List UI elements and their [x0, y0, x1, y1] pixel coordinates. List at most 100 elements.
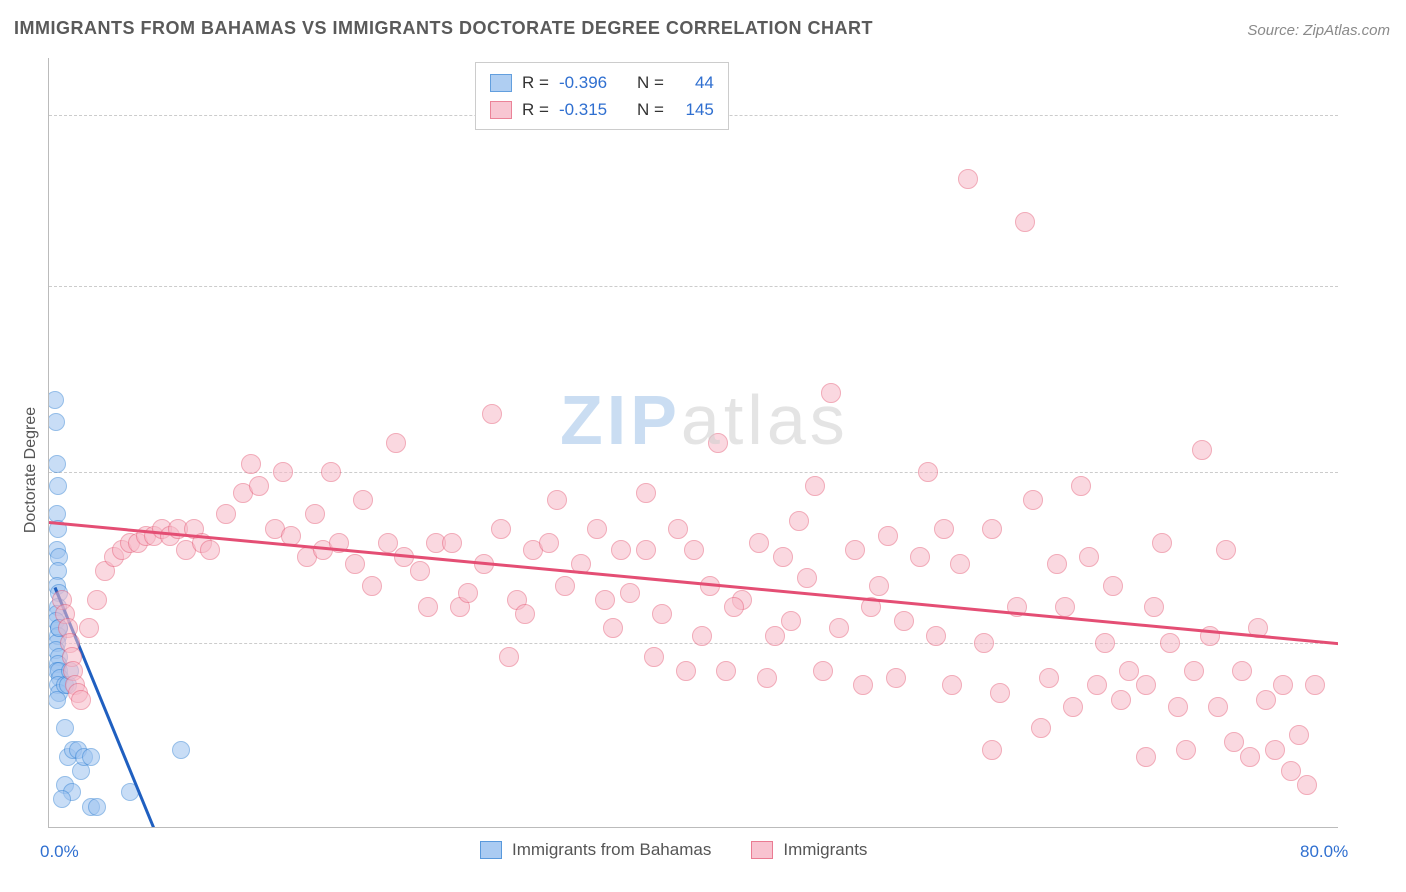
data-point-immigrants — [676, 661, 696, 681]
corr-row-bahamas: R =-0.396N =44 — [490, 69, 714, 96]
data-point-bahamas — [48, 455, 66, 473]
legend-label-bahamas: Immigrants from Bahamas — [512, 840, 711, 860]
data-point-immigrants — [789, 511, 809, 531]
data-point-bahamas — [82, 748, 100, 766]
data-point-immigrants — [1216, 540, 1236, 560]
legend-item-bahamas: Immigrants from Bahamas — [480, 840, 711, 860]
data-point-bahamas — [172, 741, 190, 759]
y-gridline — [49, 472, 1338, 473]
data-point-immigrants — [1240, 747, 1260, 767]
data-point-immigrants — [765, 626, 785, 646]
data-point-immigrants — [821, 383, 841, 403]
data-point-immigrants — [491, 519, 511, 539]
data-point-immigrants — [362, 576, 382, 596]
data-point-immigrants — [982, 519, 1002, 539]
data-point-immigrants — [1232, 661, 1252, 681]
data-point-immigrants — [547, 490, 567, 510]
data-point-immigrants — [1289, 725, 1309, 745]
data-point-immigrants — [1256, 690, 1276, 710]
data-point-immigrants — [71, 690, 91, 710]
data-point-immigrants — [886, 668, 906, 688]
y-gridline — [49, 643, 1338, 644]
data-point-immigrants — [611, 540, 631, 560]
data-point-immigrants — [305, 504, 325, 524]
data-point-immigrants — [1095, 633, 1115, 653]
chart-title: IMMIGRANTS FROM BAHAMAS VS IMMIGRANTS DO… — [14, 18, 873, 39]
data-point-immigrants — [958, 169, 978, 189]
data-point-immigrants — [781, 611, 801, 631]
data-point-immigrants — [1273, 675, 1293, 695]
data-point-immigrants — [773, 547, 793, 567]
data-point-immigrants — [499, 647, 519, 667]
data-point-immigrants — [692, 626, 712, 646]
N-label: N = — [637, 69, 664, 96]
data-point-immigrants — [1184, 661, 1204, 681]
data-point-immigrants — [1039, 668, 1059, 688]
data-point-immigrants — [1208, 697, 1228, 717]
data-point-immigrants — [652, 604, 672, 624]
data-point-immigrants — [1047, 554, 1067, 574]
data-point-immigrants — [1305, 675, 1325, 695]
data-point-immigrants — [644, 647, 664, 667]
data-point-immigrants — [1063, 697, 1083, 717]
R-label: R = — [522, 96, 549, 123]
data-point-immigrants — [636, 540, 656, 560]
data-point-immigrants — [87, 590, 107, 610]
data-point-immigrants — [216, 504, 236, 524]
data-point-immigrants — [829, 618, 849, 638]
data-point-immigrants — [1023, 490, 1043, 510]
x-axis-max-label: 80.0% — [1300, 842, 1348, 862]
data-point-immigrants — [1176, 740, 1196, 760]
data-point-immigrants — [418, 597, 438, 617]
data-point-immigrants — [321, 462, 341, 482]
data-point-immigrants — [1152, 533, 1172, 553]
data-point-immigrants — [942, 675, 962, 695]
y-axis-title: Doctorate Degree — [22, 407, 40, 533]
data-point-immigrants — [482, 404, 502, 424]
data-point-immigrants — [982, 740, 1002, 760]
data-point-immigrants — [708, 433, 728, 453]
N-value-immigrants: 145 — [674, 96, 714, 123]
data-point-immigrants — [241, 454, 261, 474]
x-axis-min-label: 0.0% — [40, 842, 79, 862]
legend-item-immigrants: Immigrants — [751, 840, 867, 860]
data-point-immigrants — [878, 526, 898, 546]
data-point-immigrants — [1297, 775, 1317, 795]
source-prefix: Source: — [1247, 22, 1303, 39]
data-point-immigrants — [910, 547, 930, 567]
correlation-legend: R =-0.396N =44R =-0.315N =145 — [475, 62, 729, 130]
data-point-immigrants — [410, 561, 430, 581]
data-point-immigrants — [1111, 690, 1131, 710]
swatch-immigrants — [490, 101, 512, 119]
data-point-immigrants — [716, 661, 736, 681]
data-point-bahamas — [48, 391, 64, 409]
legend-swatch-bahamas — [480, 841, 502, 859]
scatter-plot: 1.3%2.5%3.8%5.0% — [48, 58, 1338, 828]
data-point-immigrants — [386, 433, 406, 453]
data-point-bahamas — [53, 790, 71, 808]
data-point-immigrants — [1103, 576, 1123, 596]
N-value-bahamas: 44 — [674, 69, 714, 96]
data-point-immigrants — [1087, 675, 1107, 695]
data-point-bahamas — [49, 477, 67, 495]
data-point-immigrants — [797, 568, 817, 588]
data-point-immigrants — [845, 540, 865, 560]
data-point-immigrants — [79, 618, 99, 638]
data-point-immigrants — [515, 604, 535, 624]
data-point-immigrants — [1079, 547, 1099, 567]
x-gridline — [210, 827, 211, 828]
data-point-immigrants — [442, 533, 462, 553]
data-point-immigrants — [603, 618, 623, 638]
data-point-immigrants — [1136, 675, 1156, 695]
data-point-immigrants — [249, 476, 269, 496]
data-point-immigrants — [587, 519, 607, 539]
x-gridline — [855, 827, 856, 828]
data-point-immigrants — [990, 683, 1010, 703]
data-point-immigrants — [1265, 740, 1285, 760]
data-point-immigrants — [595, 590, 615, 610]
data-point-immigrants — [926, 626, 946, 646]
N-label: N = — [637, 96, 664, 123]
data-point-bahamas — [88, 798, 106, 816]
data-point-immigrants — [378, 533, 398, 553]
data-point-immigrants — [853, 675, 873, 695]
